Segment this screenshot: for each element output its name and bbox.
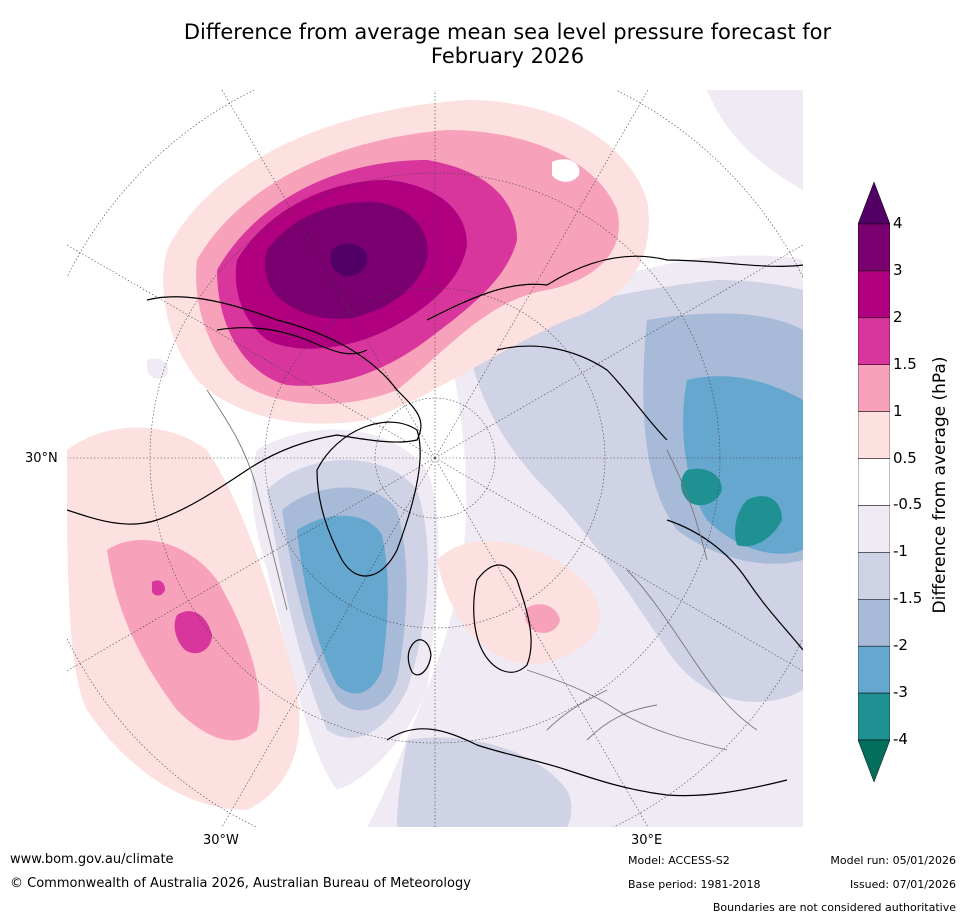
title-line-1: Difference from average mean sea level p… <box>183 20 832 44</box>
colorbar-tick-label: 2 <box>893 307 903 326</box>
footer-model: Model: ACCESS-S2 <box>628 854 730 867</box>
colorbar-bin <box>858 411 890 459</box>
title-line-2: February 2026 <box>430 44 585 68</box>
colorbar-bin <box>858 692 890 741</box>
anomaly-pos4-pacific <box>330 243 368 277</box>
longitude-label-30e: 30°E <box>631 833 663 848</box>
alaska-coast <box>216 327 368 355</box>
europe-coast <box>386 728 788 797</box>
footer-copyright: © Commonwealth of Australia 2026, Austra… <box>10 876 471 891</box>
colorbar-tick-label: -1 <box>893 542 908 561</box>
country-borders <box>206 389 758 751</box>
footer-boundaries: Boundaries are not considered authoritat… <box>712 901 956 914</box>
colorbar-extend-top <box>858 182 890 225</box>
anomaly-pos05-scand <box>437 541 600 664</box>
graticule <box>67 90 803 827</box>
colorbar-tick-label: -0.5 <box>893 495 923 514</box>
colorbar-tick-label: 1.5 <box>893 354 917 373</box>
colorbar-title: Difference from average (hPa) <box>930 356 950 614</box>
anomaly-pos15-eastpac <box>174 611 212 654</box>
colorbar-tick-label: 1 <box>893 401 903 420</box>
chart-title: Difference from average mean sea level p… <box>120 20 895 68</box>
siberia-coast <box>496 345 668 441</box>
scandinavia-coast <box>473 564 532 673</box>
colorbar-bin <box>858 317 890 365</box>
footer-model-run: Model run: 05/01/2026 <box>830 854 956 867</box>
anomaly-neg3-east <box>735 496 782 547</box>
colorbar-tick-label: 3 <box>893 260 903 279</box>
colorbar-tick-label: 0.5 <box>893 448 917 467</box>
asia-interior-coast <box>666 519 803 651</box>
north-america-coast <box>67 296 422 525</box>
latitude-label-30n: 30°N <box>25 451 58 466</box>
colorbar-bin <box>858 552 890 600</box>
uk-coast <box>407 639 432 676</box>
colorbar-bin <box>858 364 890 412</box>
footer-base-period: Base period: 1981-2018 <box>628 878 761 891</box>
colorbar-tick-label: -3 <box>893 683 908 702</box>
colorbar <box>858 182 890 782</box>
colorbar-bin <box>858 599 890 647</box>
anomaly-pos15-eastpac-small <box>152 580 165 596</box>
greenland-coast <box>316 421 421 577</box>
colorbar-bin <box>858 645 890 694</box>
colorbar-tick-label: 4 <box>893 214 903 232</box>
colorbar-bin <box>858 458 890 506</box>
coastlines <box>67 255 803 797</box>
anomaly-neg3-asia <box>681 468 722 506</box>
eurasia-coast <box>426 255 803 321</box>
anomaly-pos1-scand <box>525 604 560 633</box>
colorbar-tick-label: -1.5 <box>893 589 923 608</box>
anomaly-map <box>67 90 803 827</box>
colorbar-tick-label: -4 <box>893 730 908 748</box>
colorbar-tick-label: -2 <box>893 636 908 655</box>
colorbar-bin <box>858 223 890 272</box>
colorbar-bin <box>858 270 890 319</box>
footer-issued: Issued: 07/01/2026 <box>849 878 956 891</box>
footer-url[interactable]: www.bom.gov.au/climate <box>10 852 174 867</box>
longitude-label-30w: 30°W <box>203 833 239 848</box>
colorbar-bin <box>858 505 890 553</box>
colorbar-extend-bottom <box>858 739 890 782</box>
anomaly-light-neg-ne <box>707 90 803 190</box>
anomaly-neg1-south <box>397 737 572 827</box>
anomaly-pos1-pacific-small <box>552 159 580 182</box>
anomaly-neg2-atl <box>297 515 388 694</box>
